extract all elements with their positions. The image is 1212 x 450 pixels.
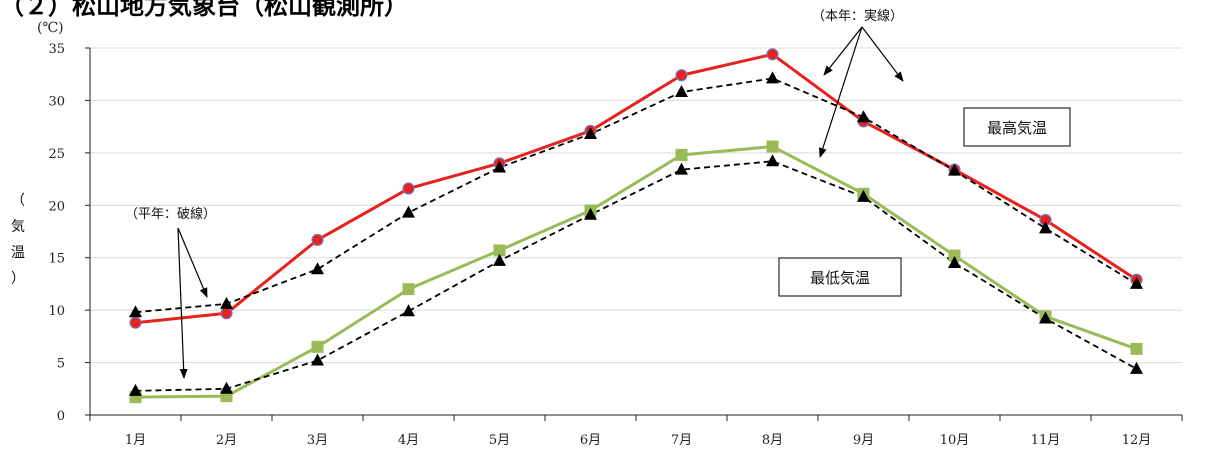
data-point-1 xyxy=(220,307,233,320)
data-point-1 xyxy=(129,316,142,329)
data-point-3 xyxy=(675,148,688,161)
series-lines xyxy=(135,52,1138,399)
x-tick-label: 11月 xyxy=(1031,433,1061,448)
arrow-actual-right xyxy=(861,26,904,82)
y-tick-label: 35 xyxy=(48,42,65,57)
series-markers xyxy=(129,48,1143,404)
y-tick-label: 10 xyxy=(48,304,65,319)
data-point-4 xyxy=(1130,361,1143,374)
data-point-4 xyxy=(129,383,142,396)
x-tick-label: 10月 xyxy=(940,433,970,448)
data-point-1 xyxy=(766,48,779,61)
data-point-2 xyxy=(1039,221,1052,234)
data-point-4 xyxy=(493,253,506,266)
x-tick-label: 6月 xyxy=(580,433,601,448)
series-line-3 xyxy=(135,145,1138,399)
series-line-1 xyxy=(135,52,1138,325)
y-tick-label: 25 xyxy=(48,147,65,162)
data-point-3 xyxy=(1130,342,1143,355)
x-tick-label: 8月 xyxy=(762,433,783,448)
y-axis-label-char: 気 xyxy=(11,219,25,235)
x-tick-label: 4月 xyxy=(398,433,419,448)
data-point-4 xyxy=(948,255,961,268)
y-axis-label-char: （ xyxy=(11,193,25,209)
max-temp-box: 最高気温 xyxy=(963,107,1071,147)
x-tick-label: 5月 xyxy=(489,433,510,448)
x-tick-label: 12月 xyxy=(1122,433,1152,448)
y-tick-label: 30 xyxy=(48,94,65,109)
data-point-1 xyxy=(311,233,324,246)
data-point-3 xyxy=(766,140,779,153)
y-tick-label: 0 xyxy=(57,409,65,424)
data-point-3 xyxy=(948,249,961,262)
data-point-4 xyxy=(311,353,324,366)
y-tick-label: 20 xyxy=(48,199,65,214)
data-point-4 xyxy=(220,381,233,394)
x-tick-label: 2月 xyxy=(216,433,237,448)
annotation-actual-line: （本年：実線） xyxy=(812,8,903,24)
data-point-4 xyxy=(1039,311,1052,324)
y-tick-label: 15 xyxy=(48,252,65,267)
data-point-4 xyxy=(675,162,688,175)
data-point-2 xyxy=(493,160,506,173)
x-tick-label: 1月 xyxy=(125,433,146,448)
data-point-2 xyxy=(311,262,324,275)
min-temp-box-label: 最低気温 xyxy=(810,269,870,287)
data-point-2 xyxy=(766,71,779,84)
grid-lines xyxy=(90,47,1182,364)
axes: 0 5 10 15 20 25 30 35 1月 2月 3月 4月 5月 6月 7月 8月 9月 10月 11月 12… xyxy=(48,42,1183,448)
data-point-1 xyxy=(675,69,688,82)
y-axis-label-char: ） xyxy=(11,271,25,287)
arrow-actual-to-max xyxy=(823,26,863,76)
series-line-4 xyxy=(135,160,1137,392)
data-point-1 xyxy=(402,182,415,195)
max-temp-box-label: 最高気温 xyxy=(987,119,1047,137)
arrow-normal-to-max xyxy=(177,227,208,298)
series-line-2 xyxy=(135,77,1137,314)
data-point-3 xyxy=(311,340,324,353)
data-point-3 xyxy=(493,244,506,257)
data-point-2 xyxy=(220,296,233,309)
y-axis-label: （ 気温 ） xyxy=(11,193,25,287)
y-axis-label-char: 温 xyxy=(11,245,25,261)
data-point-2 xyxy=(1130,276,1143,289)
data-point-4 xyxy=(402,304,415,317)
x-tick-label: 3月 xyxy=(307,433,328,448)
data-point-2 xyxy=(857,110,870,123)
arrow-actual-to-min xyxy=(818,26,863,158)
annotation-arrows xyxy=(177,26,904,379)
x-tick-label: 7月 xyxy=(671,433,692,448)
y-tick-label: 5 xyxy=(57,357,65,372)
annotation-normal-line: （平年：破線） xyxy=(125,206,216,222)
data-point-4 xyxy=(857,189,870,202)
min-temp-box: 最低気温 xyxy=(778,257,902,297)
data-point-2 xyxy=(584,126,597,139)
data-point-2 xyxy=(402,205,415,218)
y-unit-label: (℃) xyxy=(37,20,64,36)
data-point-3 xyxy=(402,283,415,296)
page-title: （２）松山地方気象台（松山観測所） xyxy=(0,0,408,20)
arrow-normal-to-min xyxy=(177,227,188,379)
data-point-2 xyxy=(129,305,142,318)
x-tick-label: 9月 xyxy=(853,433,874,448)
data-point-2 xyxy=(675,85,688,98)
data-point-2 xyxy=(948,163,961,176)
data-point-4 xyxy=(584,207,597,220)
data-point-4 xyxy=(766,154,779,167)
